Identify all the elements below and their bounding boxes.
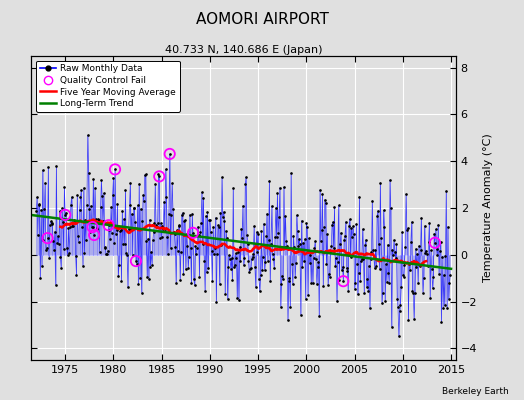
Title: 40.733 N, 140.686 E (Japan): 40.733 N, 140.686 E (Japan) xyxy=(165,45,322,55)
Point xyxy=(90,232,99,238)
Point xyxy=(166,151,174,157)
Point xyxy=(339,278,347,284)
Point xyxy=(89,224,97,230)
Point xyxy=(104,222,113,228)
Point xyxy=(111,166,119,173)
Point xyxy=(431,240,439,246)
Text: AOMORI AIRPORT: AOMORI AIRPORT xyxy=(195,12,329,27)
Point xyxy=(61,212,69,218)
Point xyxy=(132,258,140,264)
Point xyxy=(155,173,163,180)
Legend: Raw Monthly Data, Quality Control Fail, Five Year Moving Average, Long-Term Tren: Raw Monthly Data, Quality Control Fail, … xyxy=(36,60,180,112)
Text: Berkeley Earth: Berkeley Earth xyxy=(442,387,508,396)
Point xyxy=(189,230,197,236)
Y-axis label: Temperature Anomaly (°C): Temperature Anomaly (°C) xyxy=(483,134,493,282)
Point xyxy=(43,235,52,241)
